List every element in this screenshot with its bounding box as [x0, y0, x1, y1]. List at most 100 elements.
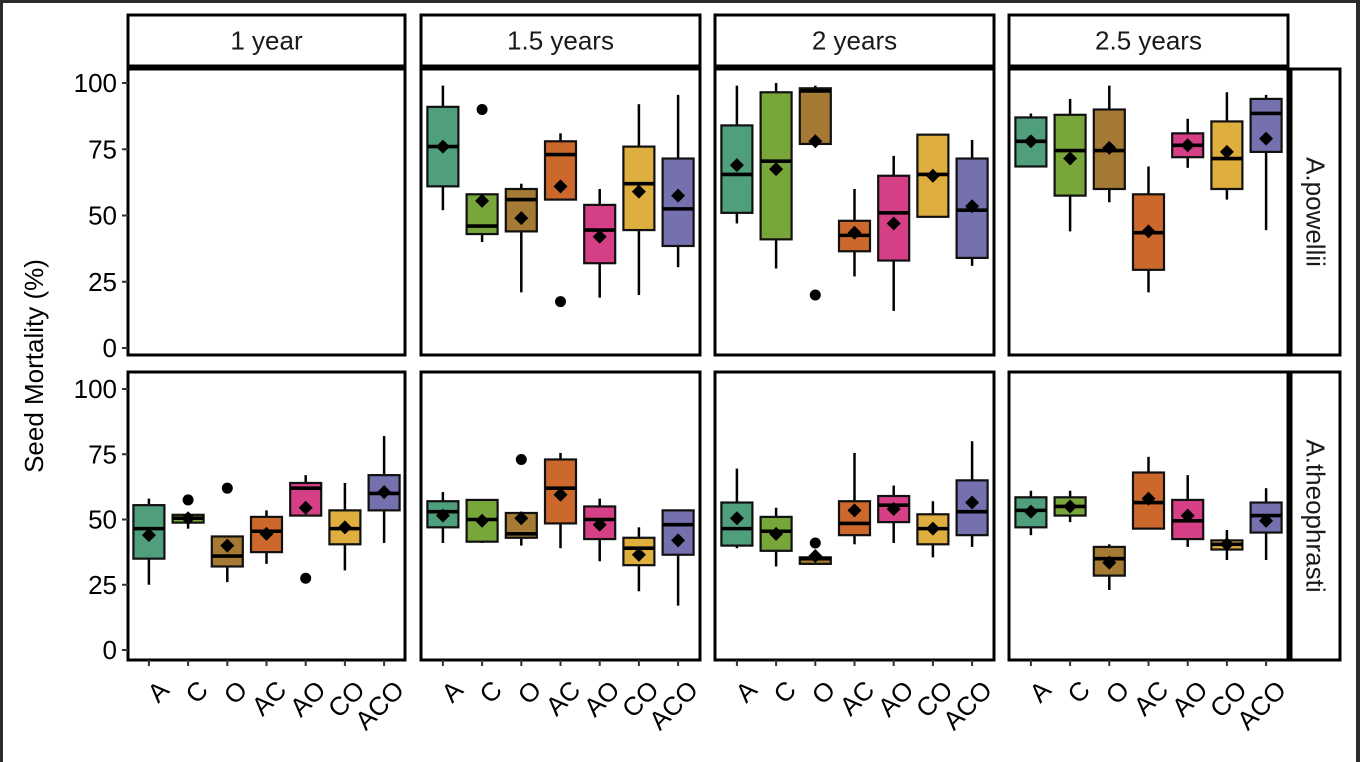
x-tick-label-a: A — [729, 674, 763, 708]
mean-marker — [1023, 134, 1038, 149]
strip-box-a-powellii — [1289, 67, 1342, 357]
outlier-point — [555, 296, 566, 308]
x-tick-label-a: A — [1023, 674, 1057, 708]
y-tick-label: 75 — [88, 439, 117, 469]
box-aco — [661, 509, 695, 606]
y-tick-label: 75 — [88, 134, 117, 164]
y-tick-label: 0 — [103, 635, 117, 665]
strip-label-1-5-years: 1.5 years — [507, 26, 614, 56]
mean-marker — [769, 162, 784, 177]
box-a — [132, 498, 166, 585]
y-tick-label: 0 — [103, 333, 117, 363]
mean-marker — [1180, 138, 1195, 153]
box-aco — [1249, 94, 1283, 231]
panel-a-powellii-1-5-years — [419, 67, 702, 357]
mean-marker — [553, 179, 568, 194]
y-tick-label: 25 — [88, 570, 117, 600]
box-ac — [1131, 456, 1166, 530]
x-tick-label-o: O — [512, 675, 548, 711]
outlier-point — [809, 537, 821, 549]
box-ao — [289, 475, 323, 584]
box-c — [465, 104, 499, 242]
box-ao — [877, 485, 911, 543]
box-o — [1092, 544, 1126, 590]
box-ao — [583, 189, 617, 298]
box-c — [1053, 98, 1087, 232]
box-ac — [543, 133, 578, 308]
y-tick-label: 25 — [88, 267, 117, 297]
mean-marker — [965, 495, 980, 510]
outlier-point — [221, 482, 233, 494]
strip-label-1-year: 1 year — [230, 26, 303, 56]
strip-box-2-years — [713, 13, 996, 68]
x-tick-label-c: C — [767, 675, 801, 709]
x-tick-label-c: C — [473, 675, 507, 709]
box-aco — [955, 441, 989, 547]
mean-marker — [553, 487, 568, 502]
box-ao — [583, 498, 617, 562]
panel-a-powellii-2-5-years — [1007, 67, 1290, 357]
mean-marker — [1180, 508, 1195, 523]
mean-marker — [808, 134, 823, 149]
box-ac — [543, 452, 578, 549]
box-co — [622, 104, 656, 295]
x-tick-label-o: O — [806, 675, 842, 711]
y-tick-label: 100 — [74, 374, 117, 404]
strip-box-1-year — [126, 13, 407, 68]
box-aco — [661, 94, 695, 268]
x-tick-label-c: C — [179, 675, 213, 709]
mean-marker — [1102, 555, 1117, 570]
box-iqr — [1249, 97, 1283, 154]
mean-marker — [729, 511, 744, 526]
box-c — [171, 494, 205, 529]
box-ao — [1171, 475, 1205, 547]
box-c — [465, 498, 499, 543]
x-tick-label-ac: AC — [246, 675, 293, 722]
mean-marker — [671, 533, 686, 548]
y-tick-label: 50 — [88, 201, 117, 231]
faceted-boxplot-chart: Seed Mortality (%) 1 year 1.5 years 2 year… — [19, 13, 1342, 736]
mean-marker — [298, 500, 313, 515]
strip-label-2-5-years: 2.5 years — [1095, 26, 1202, 56]
mean-marker — [475, 513, 490, 528]
panel-a-powellii-1-year — [126, 67, 407, 357]
x-tick-label-o: O — [218, 675, 254, 711]
y-tick-label: 50 — [88, 505, 117, 535]
mean-marker — [847, 225, 862, 240]
outlier-point — [182, 494, 194, 506]
outlier-point — [515, 453, 527, 465]
box-co — [916, 501, 950, 558]
panel-a-theophrasti-2-years — [713, 370, 996, 662]
box-o — [210, 482, 244, 583]
mean-marker — [729, 158, 744, 173]
box-o — [504, 183, 538, 293]
y-axes: 0 25 50 75 100 0 25 50 75 100 — [74, 68, 128, 665]
mean-marker — [220, 538, 235, 553]
box-a — [426, 85, 460, 211]
mean-marker — [181, 511, 196, 526]
mean-marker — [435, 139, 450, 154]
x-tick-label-a: A — [435, 674, 469, 708]
mean-marker — [592, 517, 607, 532]
mean-marker — [435, 508, 450, 523]
mean-marker — [1063, 151, 1078, 166]
mean-marker — [631, 184, 646, 199]
chart-canvas: Seed Mortality (%) 1 year 1.5 years 2 year… — [3, 3, 1356, 762]
box-ao — [1171, 118, 1205, 168]
mean-marker — [1219, 144, 1234, 159]
mean-marker — [514, 211, 529, 226]
panel-a-theophrasti-2-5-years — [1007, 370, 1290, 662]
box-co — [622, 527, 656, 592]
box-co — [1210, 529, 1244, 560]
x-tick-label-c: C — [1061, 675, 1095, 709]
box-aco — [955, 139, 989, 266]
mean-marker — [965, 199, 980, 214]
box-aco — [367, 435, 401, 543]
x-tick-label-ac: AC — [1128, 675, 1175, 722]
mean-marker — [592, 229, 607, 244]
box-co — [1210, 92, 1244, 200]
mean-marker — [1141, 224, 1156, 239]
outlier-point — [476, 104, 488, 115]
mean-marker — [671, 188, 686, 203]
